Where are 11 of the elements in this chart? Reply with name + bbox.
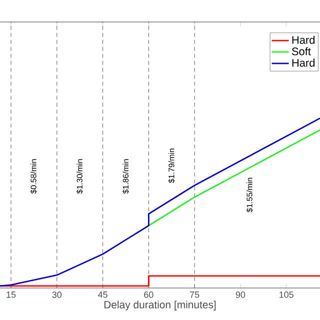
x-tick-label: 105: [280, 292, 294, 298]
legend-label: Soft: [292, 47, 311, 56]
x-tick-label: 45: [98, 292, 108, 298]
x-axis-title: Delay duration [minutes]: [104, 300, 216, 310]
legend-label: Hard: [292, 58, 315, 67]
x-tick-label: 15: [6, 292, 16, 298]
legend-label: Hard: [292, 36, 315, 44]
x-tick-label: 30: [52, 292, 62, 298]
x-tick-label: 60: [144, 292, 154, 298]
x-tick-label: 75: [190, 292, 200, 298]
x-tick-label: 90: [236, 292, 246, 298]
